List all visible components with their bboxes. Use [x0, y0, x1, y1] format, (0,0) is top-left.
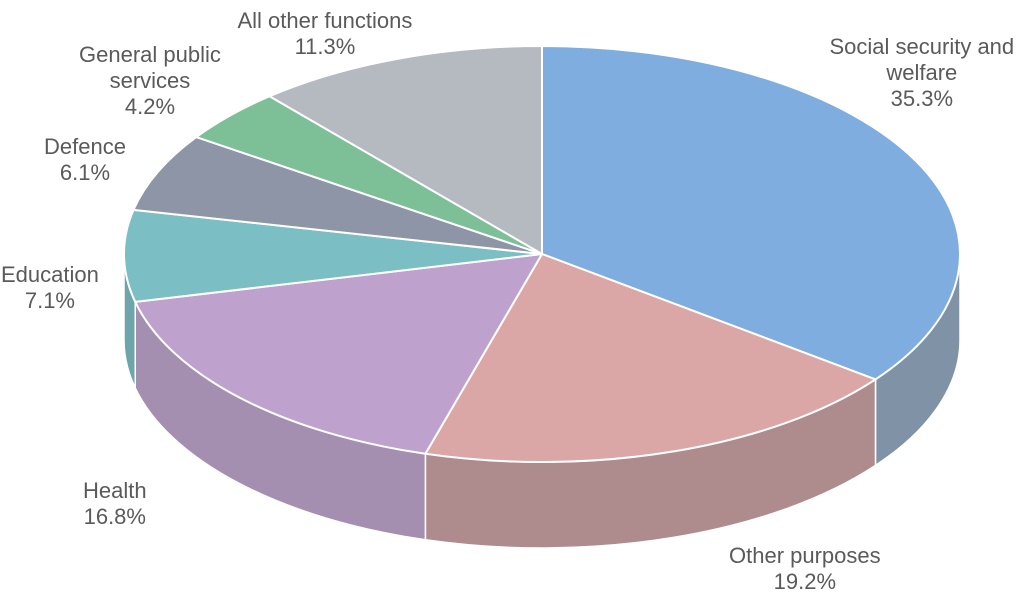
slice-label-value: 19.2% [773, 569, 837, 594]
slice-label-name: welfare [886, 60, 958, 85]
pie-slice-defence [132, 136, 543, 255]
slice-label-other-purposes: Other purposes 19.2% [729, 543, 881, 595]
pie-slice-other-purposes [424, 253, 877, 463]
slice-label-name: Defence [44, 134, 126, 159]
slice-label-name: Other purposes [729, 543, 881, 568]
slice-label-name: All other functions [237, 8, 413, 33]
slice-label-value: 16.8% [83, 504, 146, 529]
pie-slice-health [134, 253, 543, 455]
pie-slice-all-other-functions [268, 45, 543, 255]
slice-label-value: 35.3% [890, 86, 954, 111]
slice-label-value: 7.1% [24, 288, 75, 313]
slice-label-all-other-functions: All other functions 11.3% [238, 8, 413, 60]
slice-label-social-security-and-welfare: Social security and welfare 35.3% [830, 34, 1015, 112]
slice-label-name: Education [1, 262, 99, 287]
slice-label-value: 6.1% [59, 160, 111, 185]
slice-label-value: 4.2% [124, 94, 176, 119]
pie-slice-education [123, 208, 543, 303]
slice-label-health: Health 16.8% [83, 478, 147, 530]
slice-label-education: Education 7.1% [1, 262, 99, 314]
slice-label-name: General public [79, 42, 221, 67]
slice-label-name: Health [83, 478, 147, 503]
slice-label-name: services [109, 68, 191, 93]
slice-label-name: Social security and [829, 34, 1015, 59]
slice-label-general-public-services: General public services 4.2% [79, 42, 221, 120]
slice-label-value: 11.3% [294, 34, 356, 59]
slice-label-defence: Defence 6.1% [44, 134, 126, 186]
pie-slice-social-security-and-welfare [541, 45, 962, 381]
